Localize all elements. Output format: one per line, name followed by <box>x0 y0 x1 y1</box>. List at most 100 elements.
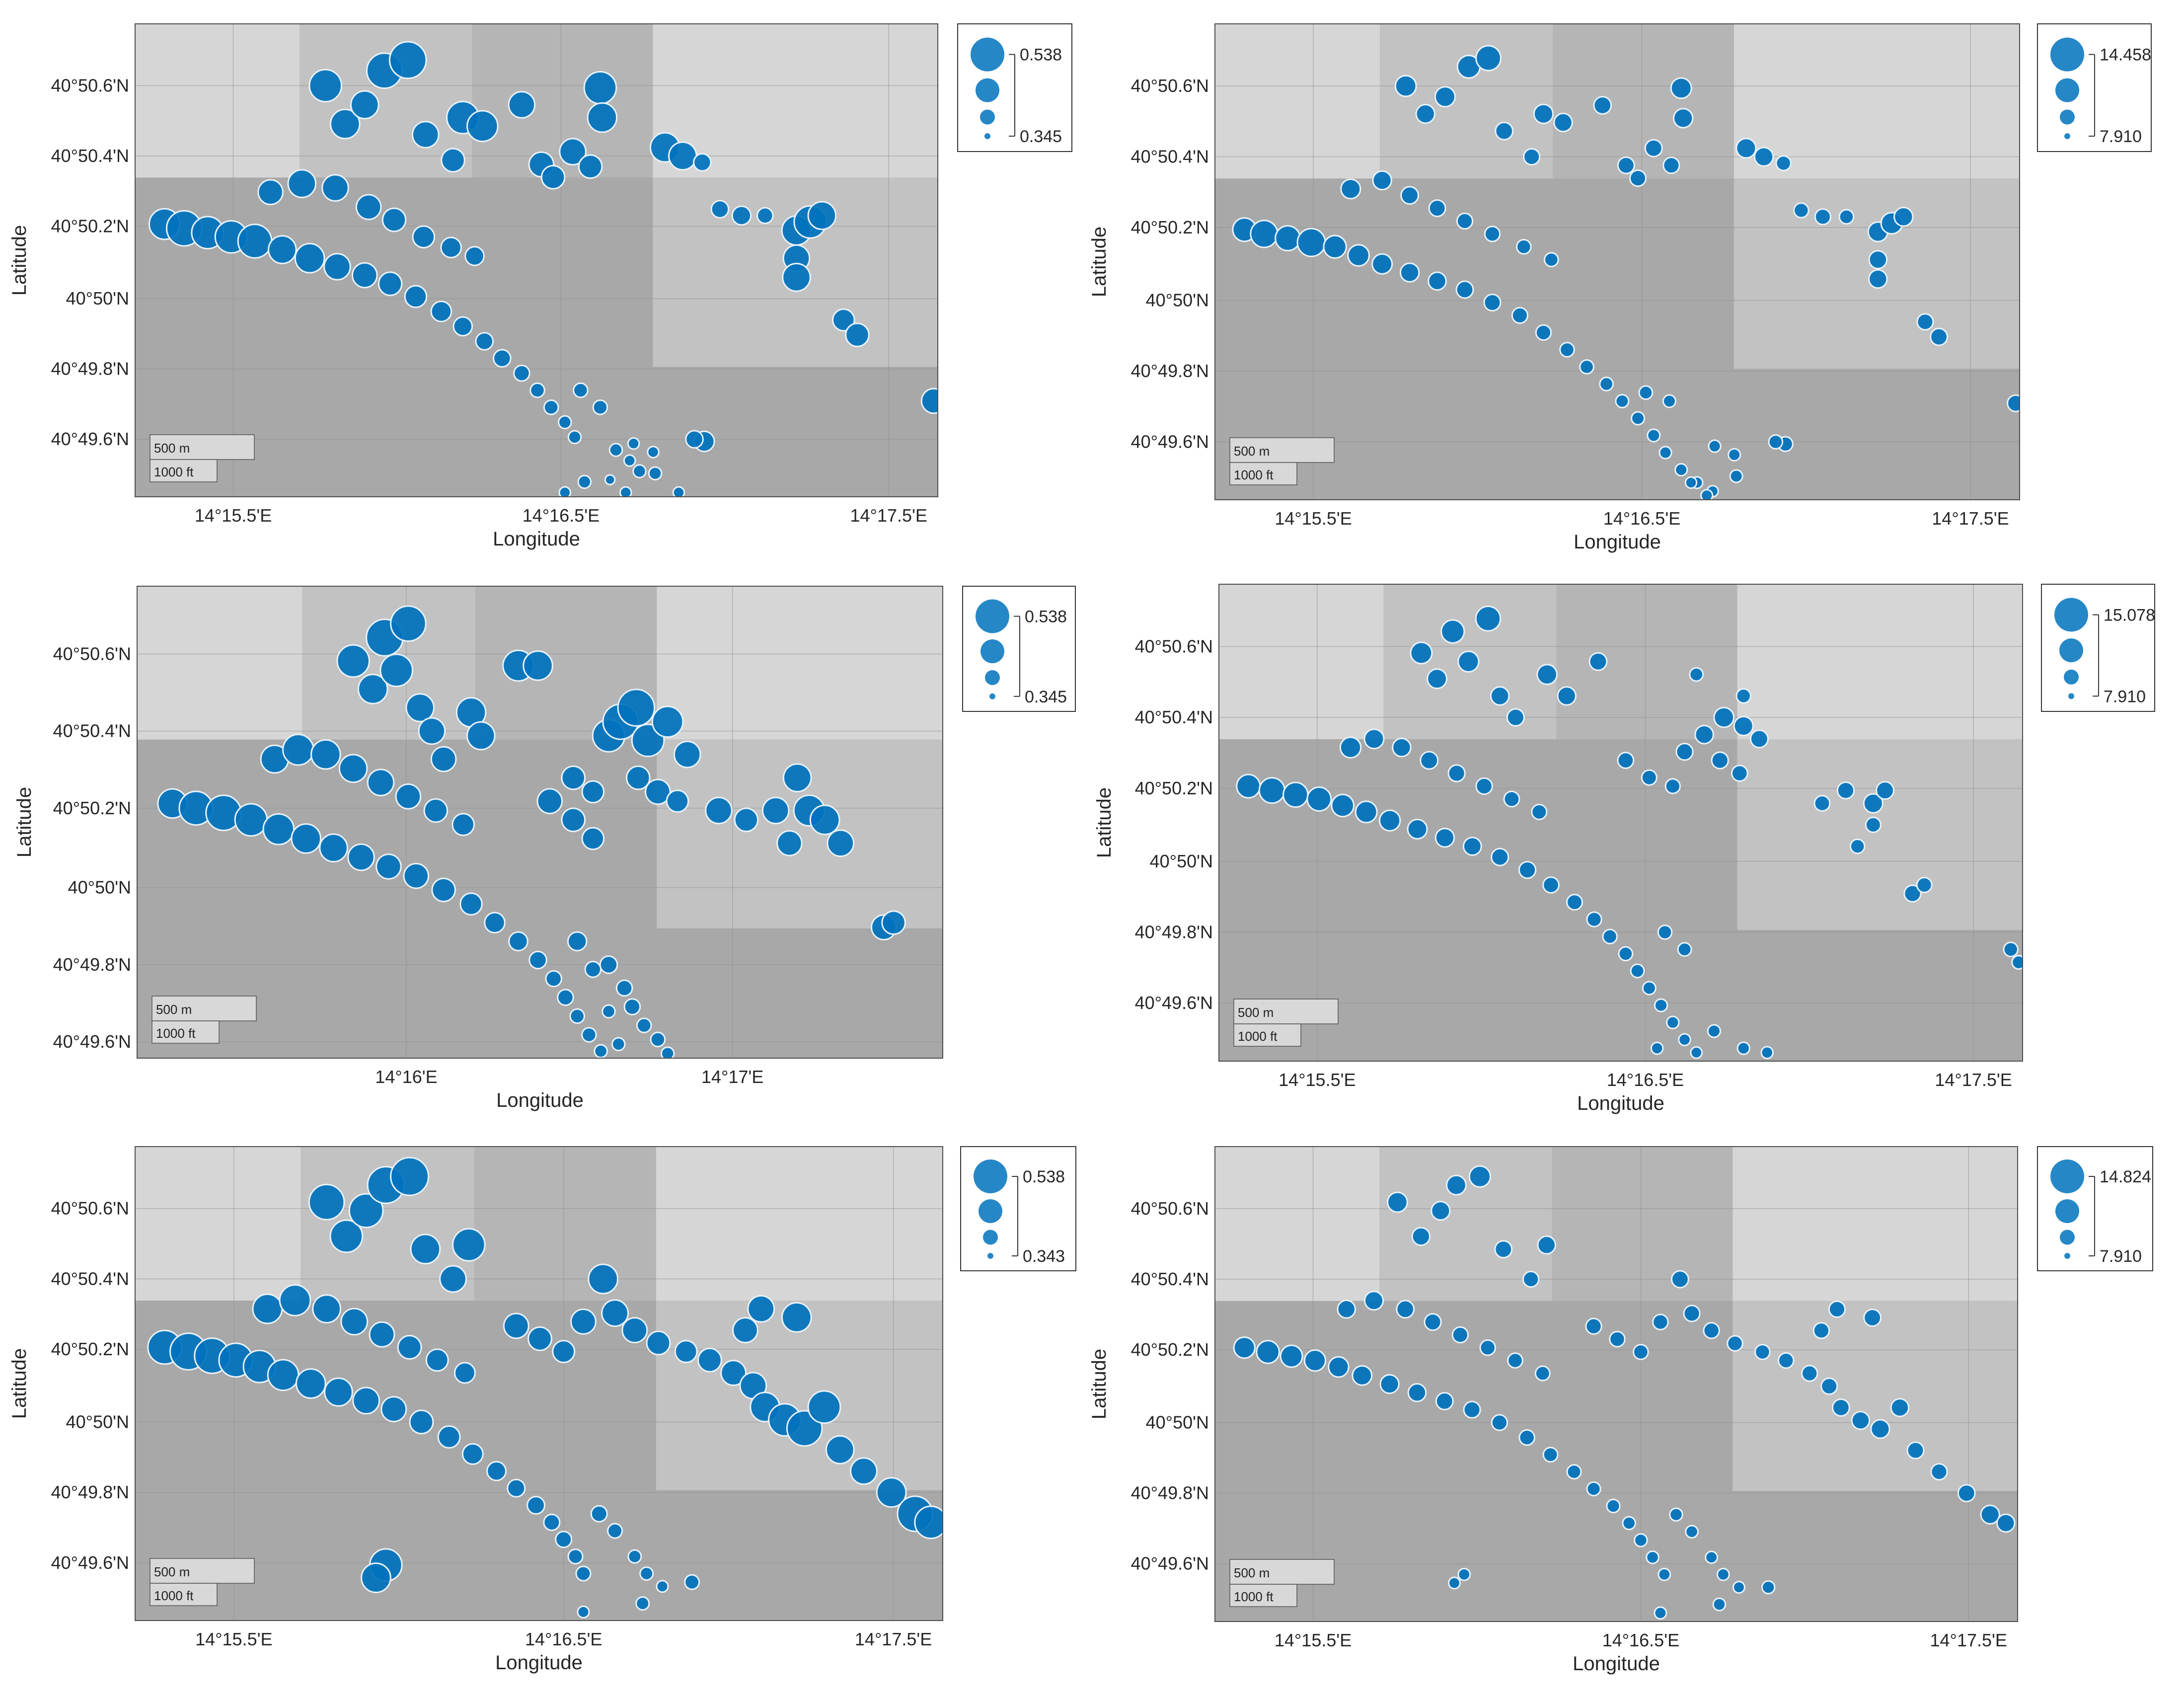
y-axis-label: Latitude <box>1088 227 1110 297</box>
bubble <box>1468 1165 1492 1188</box>
x-tick-label: 14°17.5'E <box>850 505 927 526</box>
bubble <box>1638 385 1654 400</box>
bubble <box>1518 860 1537 879</box>
scale-bar-metric <box>1229 437 1335 463</box>
bubble <box>1428 271 1447 291</box>
y-tick-label: 40°49.8'N <box>1135 922 1213 942</box>
legend-bubble <box>983 1230 998 1245</box>
bubble-layer <box>157 605 906 1058</box>
bubble <box>732 1317 758 1343</box>
bubble <box>573 382 589 398</box>
bubble <box>404 285 428 309</box>
bubble <box>581 1027 597 1043</box>
gridlines <box>1219 584 2023 1061</box>
legend-bracket <box>2093 614 2099 697</box>
bubble <box>508 931 528 952</box>
legend-bubble <box>2059 638 2083 663</box>
basemap-tiles <box>1215 24 2020 500</box>
bubble <box>355 194 382 221</box>
bubble <box>425 1348 449 1372</box>
bubble <box>1849 838 1866 854</box>
bubble <box>545 970 562 988</box>
basemap-tile <box>137 586 302 740</box>
bubble <box>1534 1365 1551 1382</box>
bubble <box>1340 178 1361 200</box>
bubble <box>685 430 704 449</box>
bubble <box>464 246 485 266</box>
bubble <box>650 1031 666 1048</box>
bubble <box>577 474 592 489</box>
bubble <box>827 829 855 857</box>
bubble <box>684 1574 700 1590</box>
basemap-tile <box>1733 24 2020 179</box>
bubble <box>552 1340 576 1363</box>
y-tick-label: 40°49.6'N <box>1135 993 1213 1013</box>
bubble <box>619 486 632 497</box>
bubble <box>377 271 403 296</box>
bubble <box>569 1008 585 1024</box>
x-axis-label: Longitude <box>1573 1653 1660 1675</box>
bubble <box>1617 752 1635 769</box>
bubble <box>1415 104 1436 124</box>
bubble <box>1588 652 1608 671</box>
y-axis-label: Latitude <box>8 225 30 296</box>
bubble-layer <box>1236 605 2023 1059</box>
x-tick-label: 14°15.5'E <box>1275 1630 1352 1650</box>
bubble <box>1363 728 1385 750</box>
bubble <box>295 1368 326 1399</box>
y-tick-label: 40°50.4'N <box>51 1268 129 1289</box>
legend-bubble <box>2064 669 2079 685</box>
bubble <box>761 796 790 825</box>
bubble <box>1495 121 1514 141</box>
bubble <box>1863 793 1883 814</box>
bubble <box>1903 884 1922 903</box>
x-tick-label: 14°16.5'E <box>1603 508 1680 529</box>
bubble <box>1396 1300 1415 1319</box>
scale-bar-imperial <box>1233 1023 1301 1047</box>
bubble <box>555 1531 573 1548</box>
bubble <box>1654 1606 1667 1620</box>
bubble <box>376 853 402 880</box>
x-tick-label: 14°16.5'E <box>1602 1630 1679 1650</box>
bubble <box>1387 1191 1408 1213</box>
y-tick-label: 40°50.2'N <box>1135 778 1213 798</box>
bubble <box>1339 736 1362 759</box>
bubble <box>1542 1447 1559 1463</box>
bubble <box>323 253 351 281</box>
bubble <box>1506 708 1525 727</box>
bubble <box>527 1326 552 1351</box>
axes-frame <box>137 586 943 1059</box>
bubble <box>352 1387 380 1415</box>
legend-max-label: 0.538 <box>1023 1167 1065 1186</box>
bubble <box>668 141 697 171</box>
scale-bar-metric <box>1229 1559 1335 1585</box>
bubble <box>567 1548 584 1565</box>
scale-bar: 500 m 1000 ft <box>1229 437 1335 485</box>
panel-5: 14°15.5'E 14°16.5'E 14°17.5'E 40°49.6'N 40°4… <box>8 1146 1076 1674</box>
bubble <box>832 308 855 332</box>
legend-max-label: 14.458 <box>2100 46 2151 65</box>
bubble <box>602 1004 616 1019</box>
bubble <box>411 121 440 149</box>
bubble <box>567 430 582 445</box>
bubble <box>257 179 284 206</box>
bubble <box>1233 1336 1256 1359</box>
bubble <box>310 739 341 770</box>
bubble <box>623 454 636 467</box>
bubble <box>647 446 660 459</box>
y-tick-label: 40°49.8'N <box>51 1482 129 1502</box>
bubble-layer <box>1232 45 2020 500</box>
bubble <box>1754 1344 1771 1360</box>
bubble <box>1760 1046 1774 1059</box>
x-tick-label: 14°16.5'E <box>525 1629 602 1649</box>
bubble <box>567 931 588 952</box>
bubble <box>581 780 605 804</box>
bubble <box>604 474 616 485</box>
bubble <box>1379 1374 1400 1394</box>
bubble <box>431 877 456 903</box>
bubble <box>1814 208 1832 226</box>
legend-min-label: 0.345 <box>1020 127 1062 146</box>
bubble <box>672 486 685 497</box>
bubble <box>439 1265 467 1293</box>
bubble <box>1727 1335 1743 1352</box>
